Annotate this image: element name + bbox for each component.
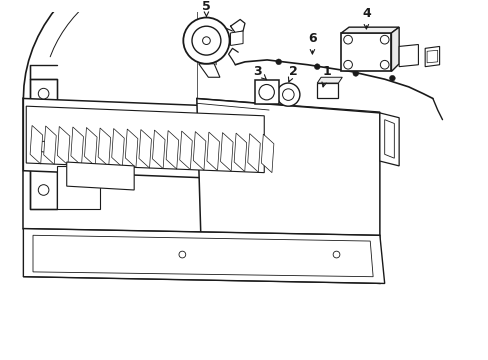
Circle shape [38, 88, 49, 99]
Circle shape [275, 59, 281, 65]
Text: 1: 1 [321, 65, 330, 87]
Polygon shape [23, 229, 384, 283]
Text: 5: 5 [202, 0, 210, 17]
Circle shape [202, 37, 210, 45]
Polygon shape [261, 134, 273, 173]
Polygon shape [230, 31, 243, 45]
Polygon shape [254, 80, 278, 104]
Polygon shape [71, 127, 83, 166]
Polygon shape [111, 129, 124, 167]
Polygon shape [57, 166, 100, 209]
Polygon shape [30, 125, 42, 164]
Polygon shape [426, 50, 437, 63]
Polygon shape [379, 113, 398, 166]
Circle shape [38, 185, 49, 195]
Polygon shape [30, 79, 57, 209]
Polygon shape [152, 130, 165, 168]
Text: 3: 3 [253, 65, 266, 80]
Circle shape [192, 26, 221, 55]
Polygon shape [424, 46, 439, 67]
Polygon shape [193, 131, 205, 170]
Polygon shape [341, 33, 390, 72]
Polygon shape [43, 126, 56, 165]
Polygon shape [26, 106, 264, 173]
Circle shape [314, 64, 320, 69]
Polygon shape [234, 133, 246, 172]
Polygon shape [341, 27, 398, 33]
Polygon shape [166, 131, 178, 169]
Circle shape [259, 85, 274, 100]
Polygon shape [66, 162, 134, 190]
Text: 4: 4 [361, 7, 370, 29]
Circle shape [352, 71, 358, 76]
Text: 6: 6 [307, 32, 316, 54]
Polygon shape [317, 77, 342, 83]
Polygon shape [84, 127, 97, 166]
Polygon shape [98, 128, 110, 167]
Polygon shape [398, 45, 418, 67]
Polygon shape [57, 126, 70, 165]
Polygon shape [198, 64, 220, 77]
Polygon shape [206, 132, 219, 171]
Polygon shape [247, 134, 260, 172]
Polygon shape [139, 130, 151, 168]
Polygon shape [390, 27, 398, 72]
Circle shape [380, 60, 388, 69]
Circle shape [183, 18, 229, 64]
Polygon shape [125, 129, 138, 167]
Circle shape [332, 251, 339, 258]
Polygon shape [317, 83, 338, 98]
Polygon shape [384, 120, 393, 158]
Circle shape [179, 251, 185, 258]
Circle shape [380, 35, 388, 44]
Text: 2: 2 [288, 65, 297, 82]
Circle shape [343, 60, 352, 69]
Circle shape [276, 83, 299, 106]
Circle shape [343, 35, 352, 44]
Polygon shape [23, 98, 268, 180]
Circle shape [38, 141, 49, 152]
Polygon shape [33, 235, 372, 277]
Polygon shape [220, 132, 233, 171]
Circle shape [282, 89, 293, 100]
Circle shape [389, 75, 394, 81]
Polygon shape [180, 131, 192, 170]
Polygon shape [196, 98, 379, 283]
